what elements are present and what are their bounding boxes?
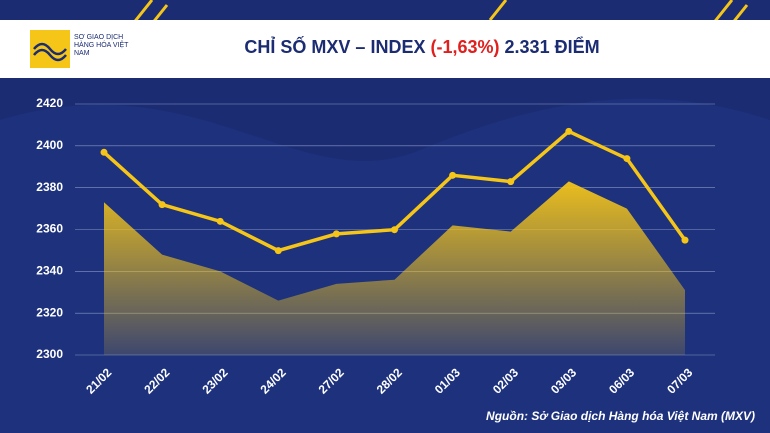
title-change: (-1,63%) <box>430 37 499 57</box>
y-tick-label: 2420 <box>36 96 63 110</box>
point <box>507 178 515 186</box>
y-tick-label: 2300 <box>36 347 63 361</box>
point <box>274 247 282 255</box>
source: Nguồn: Sở Giao dịch Hàng hóa Việt Nam (M… <box>486 409 755 423</box>
y-tick-label: 2380 <box>36 180 63 194</box>
point <box>100 148 108 156</box>
title-main: CHỈ SỐ MXV – INDEX <box>244 36 425 57</box>
point <box>623 155 631 163</box>
point <box>158 201 166 209</box>
point <box>332 230 340 238</box>
point <box>449 171 457 179</box>
y-tick-label: 2320 <box>36 305 63 319</box>
chart-title: CHỈ SỐ MXV – INDEX (-1,63%) 2.331 ĐIỂM <box>244 36 599 57</box>
point <box>391 226 398 234</box>
header <box>0 20 770 78</box>
point <box>216 217 224 225</box>
point <box>681 236 689 244</box>
logo: SỞ GIAO DỊCH HÀNG HÓA VIỆT NAM <box>30 30 129 68</box>
point <box>565 127 573 135</box>
y-tick-label: 2400 <box>36 138 63 152</box>
title-last: 2.331 ĐIỂM <box>505 36 600 57</box>
y-tick-label: 2340 <box>36 264 63 278</box>
brand: SỞ GIAO DỊCH HÀNG HÓA VIỆT NAM <box>74 34 129 57</box>
area <box>104 181 685 355</box>
y-tick-label: 2360 <box>36 222 63 236</box>
